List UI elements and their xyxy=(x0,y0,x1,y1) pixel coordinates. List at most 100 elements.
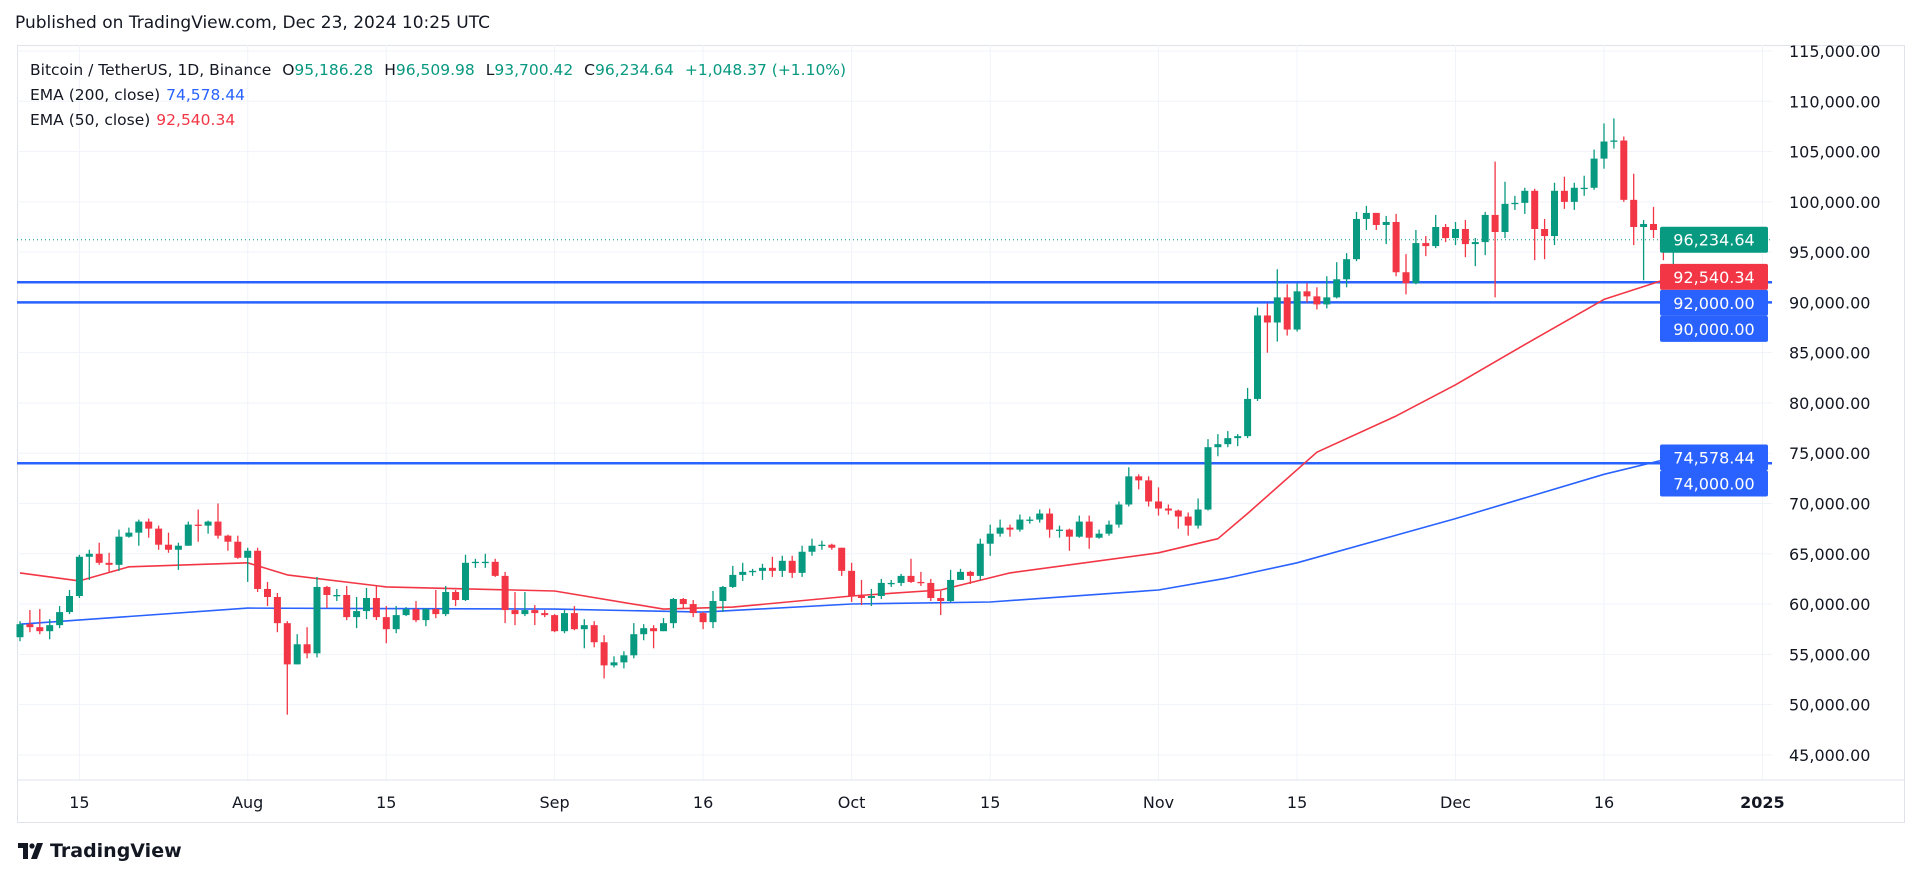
candle-up[interactable] xyxy=(1036,509,1044,523)
candle-up[interactable] xyxy=(660,618,667,632)
candle-up[interactable] xyxy=(630,623,638,659)
candle-up[interactable] xyxy=(204,520,212,534)
candle-up[interactable] xyxy=(947,569,955,603)
candle-up[interactable] xyxy=(75,554,83,599)
candle-down[interactable] xyxy=(541,610,549,618)
candle-down[interactable] xyxy=(600,635,608,679)
candle-down[interactable] xyxy=(224,534,232,551)
candle-down[interactable] xyxy=(382,606,390,644)
candle-up[interactable] xyxy=(719,585,727,613)
candle-down[interactable] xyxy=(1392,213,1400,277)
candle-down[interactable] xyxy=(1630,173,1638,246)
candle-down[interactable] xyxy=(917,571,925,586)
candle-up[interactable] xyxy=(669,598,677,629)
candle-up[interactable] xyxy=(115,529,123,571)
candle-up[interactable] xyxy=(887,579,895,587)
candle-up[interactable] xyxy=(976,538,984,580)
candle-down[interactable] xyxy=(1303,283,1311,303)
candle-up[interactable] xyxy=(184,521,192,546)
candle-up[interactable] xyxy=(1095,529,1103,539)
candle-up[interactable] xyxy=(957,568,964,580)
candle-down[interactable] xyxy=(1650,206,1657,239)
candle-up[interactable] xyxy=(1254,307,1261,401)
candle-down[interactable] xyxy=(303,627,311,659)
candle-up[interactable] xyxy=(759,563,766,580)
candle-down[interactable] xyxy=(155,525,163,550)
candle-down[interactable] xyxy=(264,581,271,607)
candle-up[interactable] xyxy=(1194,498,1202,529)
candle-up[interactable] xyxy=(798,545,806,577)
candle-up[interactable] xyxy=(897,573,905,586)
candle-up[interactable] xyxy=(640,624,648,641)
candle-down[interactable] xyxy=(838,547,846,576)
candle-up[interactable] xyxy=(1125,467,1133,507)
candle-down[interactable] xyxy=(768,556,776,577)
candle-up[interactable] xyxy=(1353,211,1360,262)
ema50-line[interactable] xyxy=(19,276,1674,610)
candle-up[interactable] xyxy=(16,621,24,642)
candle-up[interactable] xyxy=(1471,238,1479,267)
candle-down[interactable] xyxy=(95,542,103,565)
candle-up[interactable] xyxy=(778,555,786,577)
candle-down[interactable] xyxy=(1372,212,1380,231)
candle-down[interactable] xyxy=(1422,236,1430,257)
candle-down[interactable] xyxy=(590,621,598,648)
candle-up[interactable] xyxy=(1026,516,1034,524)
candle-down[interactable] xyxy=(511,591,519,626)
candle-up[interactable] xyxy=(1273,269,1281,342)
candle-down[interactable] xyxy=(1164,504,1172,515)
candle-up[interactable] xyxy=(1204,439,1212,511)
candle-down[interactable] xyxy=(1174,509,1182,529)
candle-up[interactable] xyxy=(808,538,816,556)
candle-up[interactable] xyxy=(1511,195,1519,210)
candle-up[interactable] xyxy=(125,527,133,538)
candle-up[interactable] xyxy=(1640,219,1648,281)
candle-down[interactable] xyxy=(26,610,34,633)
candle-up[interactable] xyxy=(1382,215,1390,245)
candle-down[interactable] xyxy=(1442,223,1450,243)
candle-up[interactable] xyxy=(135,519,143,546)
candle-down[interactable] xyxy=(432,589,440,619)
candle-down[interactable] xyxy=(491,558,499,577)
candle-down[interactable] xyxy=(689,600,697,618)
candle-up[interactable] xyxy=(392,606,400,634)
legend-ema200[interactable]: EMA (200, close) 74,578.44 xyxy=(30,86,251,104)
candle-down[interactable] xyxy=(165,532,172,553)
candle-up[interactable] xyxy=(442,585,450,617)
candle-up[interactable] xyxy=(1570,182,1578,210)
candle-up[interactable] xyxy=(818,540,826,550)
candle-down[interactable] xyxy=(907,558,915,583)
candle-up[interactable] xyxy=(1323,276,1331,309)
tradingview-logo[interactable]: TradingView xyxy=(18,840,182,862)
candle-up[interactable] xyxy=(996,519,1004,537)
candle-up[interactable] xyxy=(1293,283,1301,332)
candle-up[interactable] xyxy=(1590,149,1598,190)
candle-up[interactable] xyxy=(1343,253,1351,288)
candle-down[interactable] xyxy=(1461,219,1469,258)
candle-down[interactable] xyxy=(1085,515,1093,549)
candle-down[interactable] xyxy=(966,570,974,584)
candle-up[interactable] xyxy=(877,578,885,600)
candle-down[interactable] xyxy=(551,614,559,633)
candle-down[interactable] xyxy=(570,606,578,631)
candle-up[interactable] xyxy=(1362,205,1370,231)
candle-up[interactable] xyxy=(471,558,479,568)
candle-down[interactable] xyxy=(1135,474,1143,490)
candle-up[interactable] xyxy=(1056,525,1063,538)
candle-up[interactable] xyxy=(709,590,717,629)
candle-down[interactable] xyxy=(531,605,539,626)
candle-up[interactable] xyxy=(1600,123,1608,169)
candle-up[interactable] xyxy=(561,610,568,634)
candle-down[interactable] xyxy=(828,543,836,550)
candle-down[interactable] xyxy=(650,625,658,649)
candle-down[interactable] xyxy=(788,555,796,578)
candle-up[interactable] xyxy=(353,597,361,629)
candle-up[interactable] xyxy=(313,576,321,658)
legend-ema50[interactable]: EMA (50, close) 92,540.34 xyxy=(30,111,241,129)
candle-up[interactable] xyxy=(244,547,252,582)
candle-up[interactable] xyxy=(1412,230,1420,285)
candle-down[interactable] xyxy=(1402,254,1410,295)
candle-up[interactable] xyxy=(293,634,301,665)
candle-up[interactable] xyxy=(174,542,182,570)
